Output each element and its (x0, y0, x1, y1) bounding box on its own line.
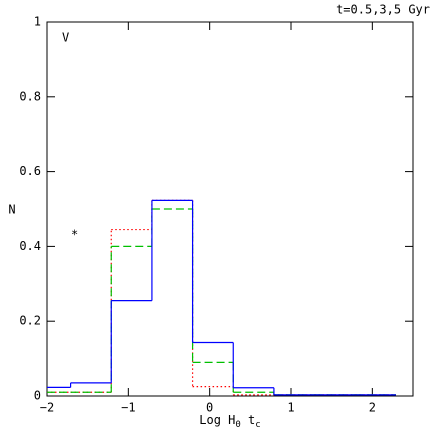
x-label-part: Log H (199, 413, 235, 427)
y-tick-label: 0.2 (19, 314, 41, 328)
x-tick-label: −2 (40, 401, 54, 415)
y-tick-label: 1 (34, 15, 41, 29)
y-tick-label: 0.4 (19, 239, 41, 253)
x-axis-label: Log H0 tc (199, 413, 260, 430)
y-tick-label: 0.8 (19, 89, 41, 103)
y-tick-label: 0.6 (19, 164, 41, 178)
y-tick-label: 0 (34, 389, 41, 403)
y-axis-label: N (8, 203, 15, 217)
annotation: t=0.5,3,5 Gyr (336, 3, 430, 17)
x-tick-label: 2 (369, 401, 376, 415)
x-tick-label: 0 (206, 401, 213, 415)
plot-frame (46, 21, 414, 397)
x-tick-label: −1 (121, 401, 135, 415)
x-tick-label: 1 (287, 401, 294, 415)
x-label-part: t (241, 413, 255, 427)
panel-label: V (62, 31, 69, 45)
x-label-sub: c (255, 420, 260, 430)
x-label-sub: 0 (235, 420, 240, 430)
marker-annotation: * (71, 228, 78, 242)
